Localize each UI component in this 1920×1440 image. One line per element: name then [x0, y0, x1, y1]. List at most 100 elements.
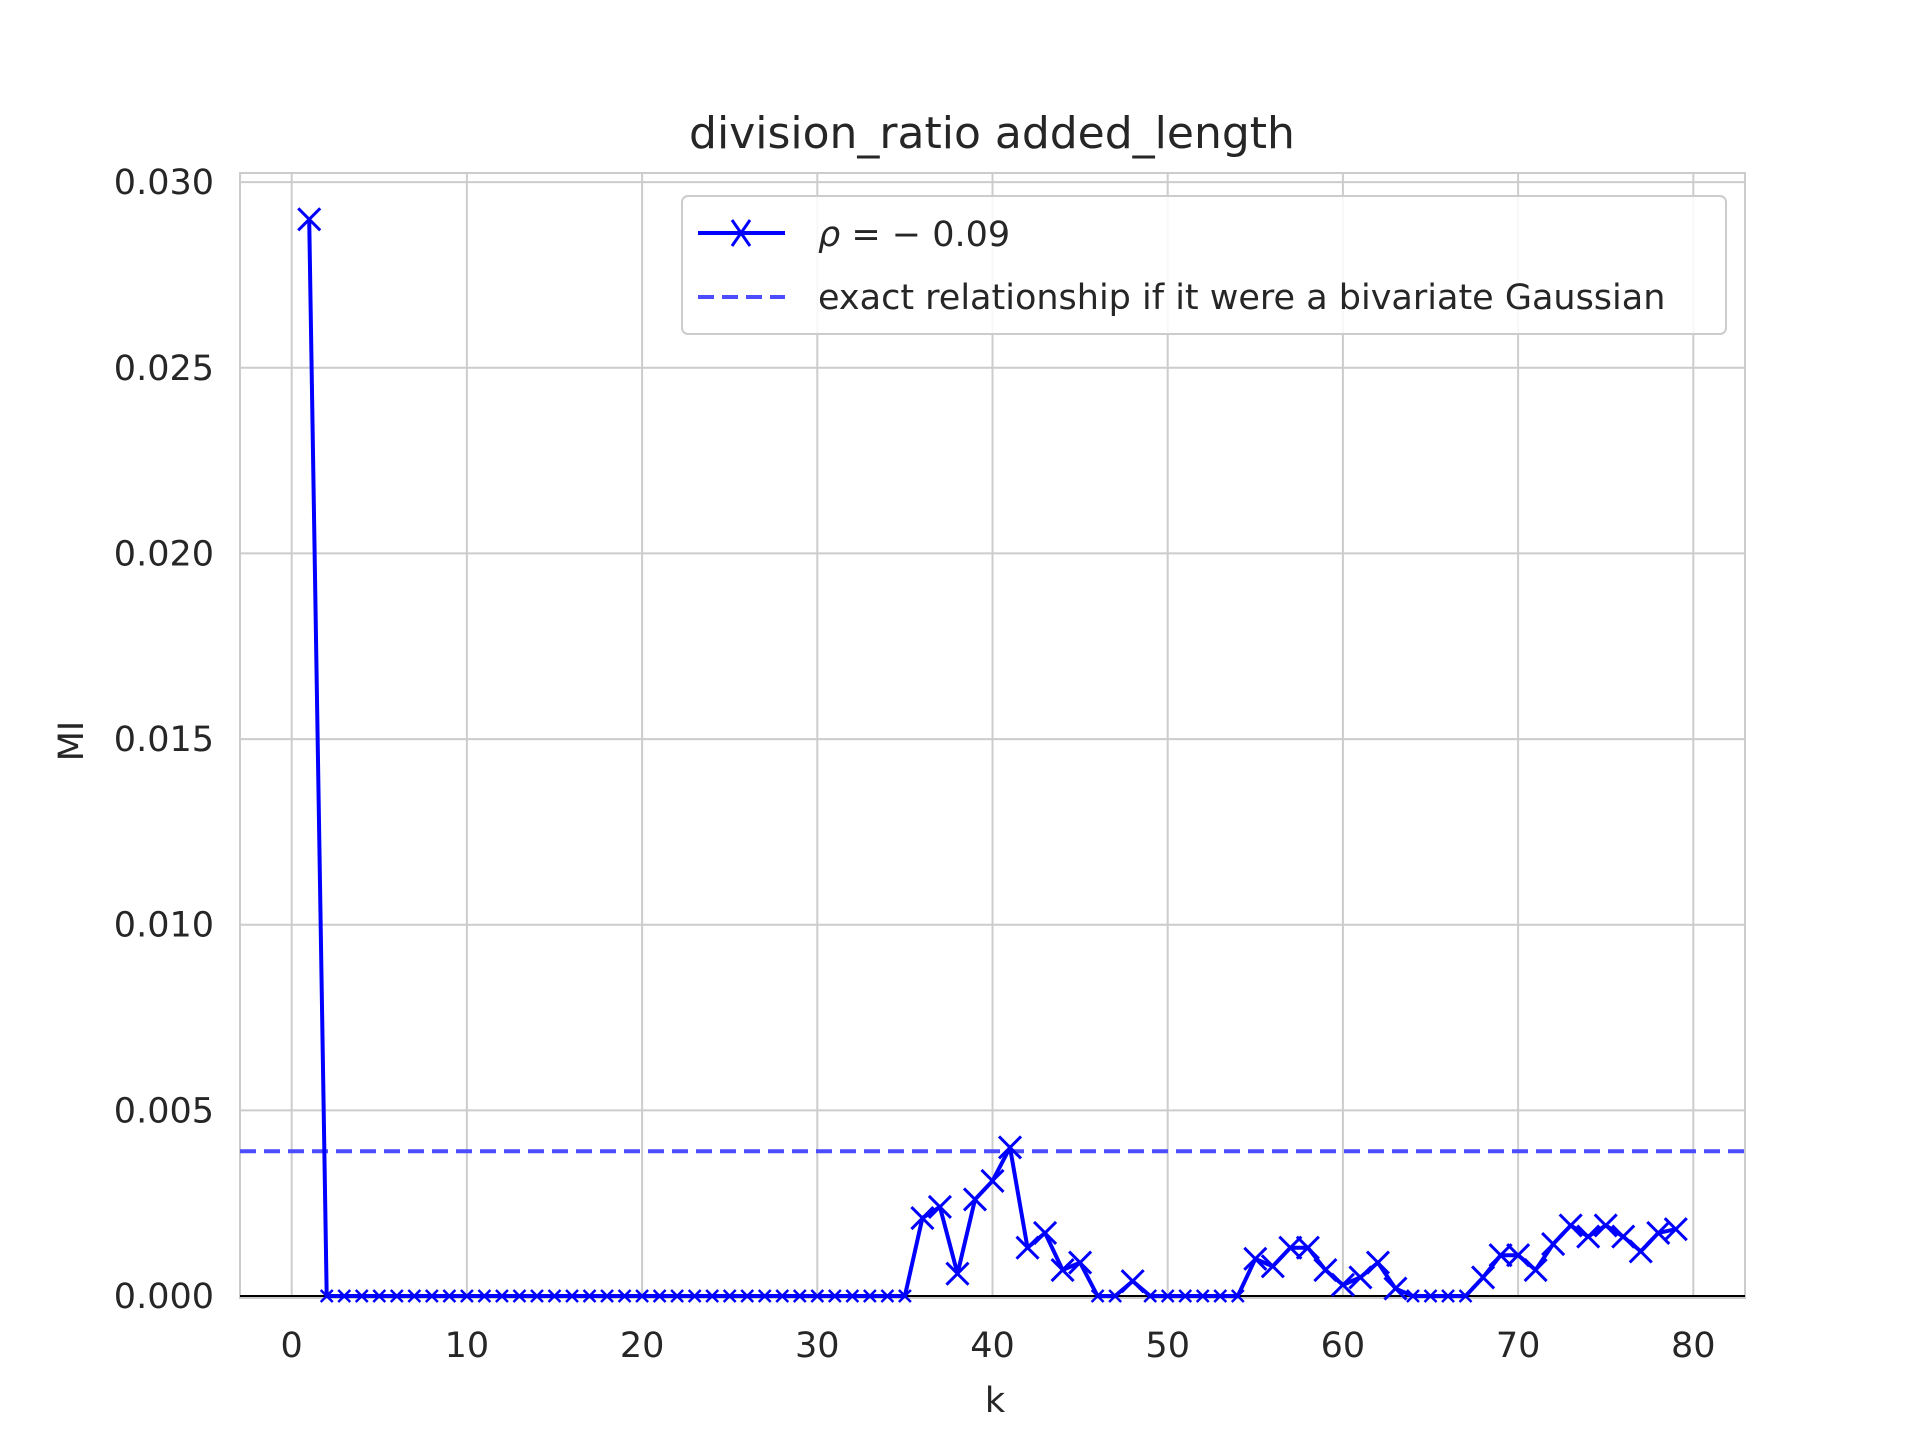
x-tick-label: 30 [795, 1326, 840, 1366]
y-tick-labels: 0.000 0.005 0.010 0.015 0.020 0.025 0.030 [114, 163, 214, 1317]
mi-data-point [1611, 1224, 1636, 1249]
mi-data-point [1593, 1213, 1618, 1238]
y-axis-label: MI [52, 721, 92, 762]
x-tick-label: 80 [1671, 1326, 1716, 1366]
mi-data-point [617, 1289, 632, 1303]
mi-data-point [1663, 1217, 1688, 1242]
mi-data-point [565, 1289, 579, 1303]
mi-data-point [407, 1289, 422, 1303]
mi-data-point [1576, 1224, 1601, 1249]
mi-data-point [1068, 1250, 1093, 1275]
mi-data-point [1120, 1269, 1145, 1294]
mi-data-point [319, 1289, 334, 1303]
mi-data-point [1488, 1243, 1513, 1268]
mi-data-point [1441, 1289, 1455, 1303]
mi-data-point [652, 1289, 667, 1303]
y-tick-label: 0.010 [114, 906, 214, 946]
x-tick-labels: 0 10 20 30 40 50 60 70 80 [281, 1326, 1716, 1366]
mi-data-point [810, 1289, 825, 1303]
mi-data-point [337, 1289, 352, 1303]
mi-data-point [442, 1289, 457, 1303]
mi-data-point [1330, 1272, 1355, 1297]
mi-data-point [1160, 1289, 1175, 1303]
mi-data-point [477, 1289, 492, 1303]
mi-data-point [1278, 1235, 1303, 1260]
mi-data-point [687, 1289, 702, 1303]
mi-data-point [582, 1289, 597, 1303]
mi-data-point [845, 1289, 860, 1303]
x-tick-label: 50 [1145, 1326, 1190, 1366]
mi-data-point [705, 1289, 720, 1303]
mi-data-point [460, 1289, 474, 1303]
mi-data-point [1313, 1257, 1338, 1283]
x-tick-label: 70 [1496, 1326, 1541, 1366]
series-layer [240, 207, 1745, 1303]
y-tick-label: 0.015 [114, 720, 214, 760]
y-tick-label: 0.025 [114, 349, 214, 389]
mi-data-point [424, 1289, 439, 1303]
mi-data-point [1032, 1220, 1058, 1245]
legend: ρ = − 0.09 exact relationship if it were… [681, 195, 1727, 335]
mi-data-point [1230, 1289, 1245, 1303]
mi-data-point [1050, 1257, 1075, 1283]
y-tick-label: 0.020 [114, 534, 214, 574]
mi-data-point [1090, 1289, 1105, 1303]
mi-data-point [1108, 1289, 1123, 1303]
chart-title: division_ratio added_length [689, 108, 1295, 159]
mi-data-point [945, 1261, 970, 1286]
mi-data-point [880, 1289, 895, 1303]
mi-data-point [1243, 1246, 1268, 1271]
mi-data-point [757, 1289, 772, 1303]
mi-data-point [547, 1289, 562, 1303]
mi-data-point [1423, 1289, 1438, 1303]
mi-data-point [980, 1168, 1005, 1193]
x-tick-label: 10 [445, 1326, 490, 1366]
y-tick-label: 0.005 [114, 1091, 214, 1131]
mi-data-point [1383, 1276, 1408, 1301]
mi-data-point [792, 1289, 807, 1303]
mi-data-point [1348, 1265, 1373, 1290]
x-tick-label: 60 [1321, 1326, 1366, 1366]
mi-data-point [600, 1289, 614, 1303]
legend-label-rho: ρ = − 0.09 [818, 215, 1010, 255]
legend-box [681, 195, 1727, 335]
mi-data-point [1558, 1213, 1583, 1238]
x-tick-label: 0 [281, 1326, 303, 1366]
legend-label-gaussian: exact relationship if it were a bivariat… [818, 278, 1665, 318]
mi-data-point [1506, 1243, 1531, 1268]
x-tick-label: 20 [620, 1326, 665, 1366]
mi-data-point [1523, 1257, 1548, 1283]
mi-data-point [495, 1289, 509, 1303]
mi-data-point [1213, 1289, 1228, 1303]
mi-data-point [1178, 1289, 1193, 1303]
mi-data-point [740, 1289, 755, 1303]
mi-data-point [1195, 1289, 1210, 1303]
mi-data-point [775, 1289, 790, 1303]
mi-data-point [354, 1289, 369, 1303]
mi-data-point [372, 1289, 387, 1303]
mi-data-point [512, 1289, 527, 1303]
mi-data-point [862, 1289, 877, 1303]
mi-data-point [898, 1289, 912, 1303]
mi-data-point [1015, 1235, 1040, 1260]
mi-data-point [910, 1205, 935, 1231]
mi-data-point [670, 1289, 685, 1303]
x-axis-label: k [985, 1381, 1006, 1421]
mi-data-point [635, 1289, 649, 1303]
mi-data-point [297, 207, 322, 232]
x-tick-label: 40 [970, 1326, 1015, 1366]
y-tick-label: 0.030 [114, 163, 214, 203]
legend-marker-x [730, 219, 752, 247]
y-tick-label: 0.000 [114, 1277, 214, 1317]
mi-data-point [927, 1194, 952, 1219]
mi-data-point [1295, 1235, 1320, 1260]
mi-data-point [1458, 1289, 1473, 1303]
mi-data-point [997, 1135, 1023, 1160]
mi-data-point [530, 1289, 544, 1303]
mi-data-point [389, 1289, 404, 1303]
mi-data-point [1143, 1289, 1158, 1303]
mi-data-point [1406, 1289, 1420, 1303]
mi-data-point [1365, 1250, 1391, 1275]
mi-data-point [722, 1289, 737, 1303]
